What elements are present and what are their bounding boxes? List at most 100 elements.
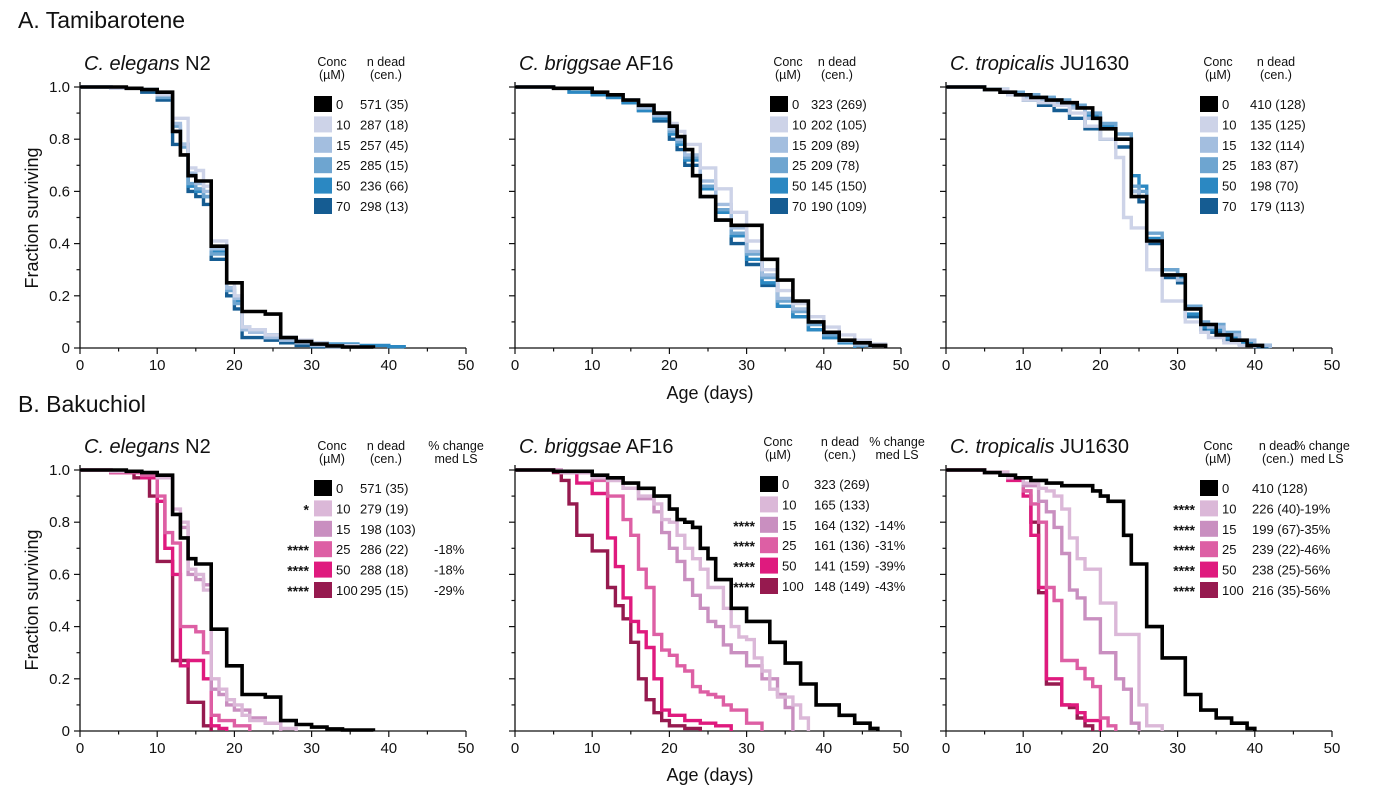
x-tick-label: 50	[1324, 357, 1341, 374]
legend-header-conc: Conc	[773, 55, 802, 69]
x-tick-label: 40	[380, 740, 397, 757]
survival-curve-25	[515, 468, 764, 731]
legend-swatch-15	[770, 136, 788, 153]
significance-stars-15: ****	[733, 518, 755, 534]
y-tick-label: 0.4	[49, 619, 70, 636]
species-name: C. elegans	[84, 436, 180, 458]
survival-curve-0	[515, 85, 888, 348]
legend-swatch-10	[1200, 116, 1218, 133]
legend-conc-15: 15	[1222, 138, 1236, 153]
legend-header-conc: Conc	[1203, 439, 1232, 453]
legend-conc-50: 50	[792, 179, 806, 194]
legend-conc-25: 25	[336, 158, 350, 173]
y-tick-label: 1.0	[49, 79, 70, 96]
x-tick-label: 50	[893, 357, 910, 374]
legend-ndead-10: 287 (18)	[360, 117, 408, 132]
legend-header-conc-unit: (µM)	[775, 68, 801, 82]
x-tick-label: 10	[1015, 357, 1032, 374]
panel-a-2: C. briggsae AF16 0 10 20 30 40 50 Conc(µM) n dea…	[509, 53, 909, 374]
legend-header-conc: Conc	[317, 55, 346, 69]
legend-conc-15: 15	[1222, 522, 1236, 537]
legend-header-ndead: n dead	[821, 435, 859, 449]
survival-curve-50	[946, 468, 1103, 731]
x-tick-label: 20	[1092, 740, 1109, 757]
strain-name: N2	[180, 436, 211, 458]
legend-swatch-50	[1200, 561, 1218, 578]
legend-conc-10: 10	[336, 501, 350, 516]
legend-conc-50: 50	[1222, 179, 1236, 194]
legend-ndead-10: 135 (125)	[1250, 117, 1306, 132]
significance-stars-15: ****	[1173, 522, 1195, 538]
legend-conc-10: 10	[1222, 117, 1236, 132]
x-tick-label: 30	[738, 357, 755, 374]
legend-swatch-50	[314, 561, 332, 578]
legend-swatch-50	[1200, 177, 1218, 194]
legend-ndead-25: 285 (15)	[360, 158, 408, 173]
legend-ndead-15: 209 (89)	[811, 138, 859, 153]
x-tick-label: 0	[511, 740, 519, 757]
legend-swatch-25	[760, 537, 778, 554]
significance-stars-10: *	[304, 501, 310, 517]
legend-swatch-25	[770, 157, 788, 174]
strain-name: AF16	[621, 436, 673, 458]
x-tick-label: 40	[815, 357, 832, 374]
x-tick-label: 0	[942, 357, 950, 374]
legend-swatch-25	[314, 541, 332, 558]
panel-title: C. elegans N2	[84, 53, 211, 75]
x-tick-label: 30	[738, 740, 755, 757]
survival-curve-10	[946, 468, 1164, 731]
legend-ndead-50: 288 (18)	[360, 563, 408, 578]
survival-curve-100	[80, 468, 213, 731]
legend-swatch-0	[770, 96, 788, 112]
legend-header-medls: med LS	[875, 448, 918, 462]
legend-conc-0: 0	[336, 481, 343, 496]
legend-header-conc-unit: (µM)	[1205, 68, 1231, 82]
strain-name: N2	[180, 53, 211, 75]
legend-ndead-70: 298 (13)	[360, 199, 408, 214]
x-tick-label: 0	[511, 357, 519, 374]
panel-title: C. tropicalis JU1630	[950, 53, 1129, 75]
y-tick-label: 0	[62, 340, 70, 357]
legend-conc-70: 70	[1222, 199, 1236, 214]
x-tick-label: 10	[149, 740, 166, 757]
legend-conc-10: 10	[792, 117, 806, 132]
x-tick-label: 30	[303, 357, 320, 374]
panel-b-3: C. tropicalis JU1630 0 10 20 30 40 50 Conc(µM) n…	[940, 436, 1350, 757]
legend-header-censored: (cen.)	[821, 68, 853, 82]
x-tick-label: 10	[149, 357, 166, 374]
legend-ndead-15: 198 (103)	[360, 522, 416, 537]
legend-pct-change-100: -43%	[875, 579, 906, 594]
section-title-b: B. Bakuchiol	[18, 391, 146, 417]
legend-conc-100: 100	[782, 579, 804, 594]
survival-curve-10	[946, 85, 1257, 348]
legend-header-conc-unit: (µM)	[1205, 452, 1231, 466]
survival-curve-0	[80, 85, 376, 349]
panel-b-2: C. briggsae AF16 0 10 20 30 40 50 Conc(µM) n dea…	[509, 435, 925, 757]
legend-swatch-50	[770, 177, 788, 194]
species-name: C. elegans	[84, 53, 180, 75]
y-tick-label: 0.8	[49, 514, 70, 531]
legend-header-ndead: n dead	[367, 439, 405, 453]
legend-conc-50: 50	[336, 563, 350, 578]
x-tick-label: 20	[226, 357, 243, 374]
y-tick-label: 1.0	[49, 462, 70, 479]
legend-ndead-100: 216 (35)	[1252, 583, 1300, 598]
legend-header-censored: (cen.)	[370, 68, 402, 82]
survival-curve-0	[515, 468, 880, 731]
legend-ndead-50: 141 (159)	[814, 559, 870, 574]
x-tick-label: 10	[584, 357, 601, 374]
panel-a-3: C. tropicalis JU1630 0 10 20 30 40 50 Conc(µM) n…	[940, 53, 1340, 374]
legend-swatch-15	[314, 520, 332, 537]
y-tick-label: 0.6	[49, 566, 70, 583]
x-tick-label: 30	[1169, 357, 1186, 374]
significance-stars-25: ****	[733, 538, 755, 554]
legend-swatch-10	[1200, 500, 1218, 517]
survival-curve-0	[80, 468, 376, 732]
survival-curve-100	[515, 468, 702, 731]
legend-header-pct: % change	[1294, 439, 1350, 453]
y-axis-label-b: Fraction surviving	[22, 529, 42, 670]
legend-header-censored: (cen.)	[824, 448, 856, 462]
x-tick-label: 40	[815, 740, 832, 757]
legend-swatch-25	[314, 157, 332, 174]
legend-conc-70: 70	[792, 199, 806, 214]
